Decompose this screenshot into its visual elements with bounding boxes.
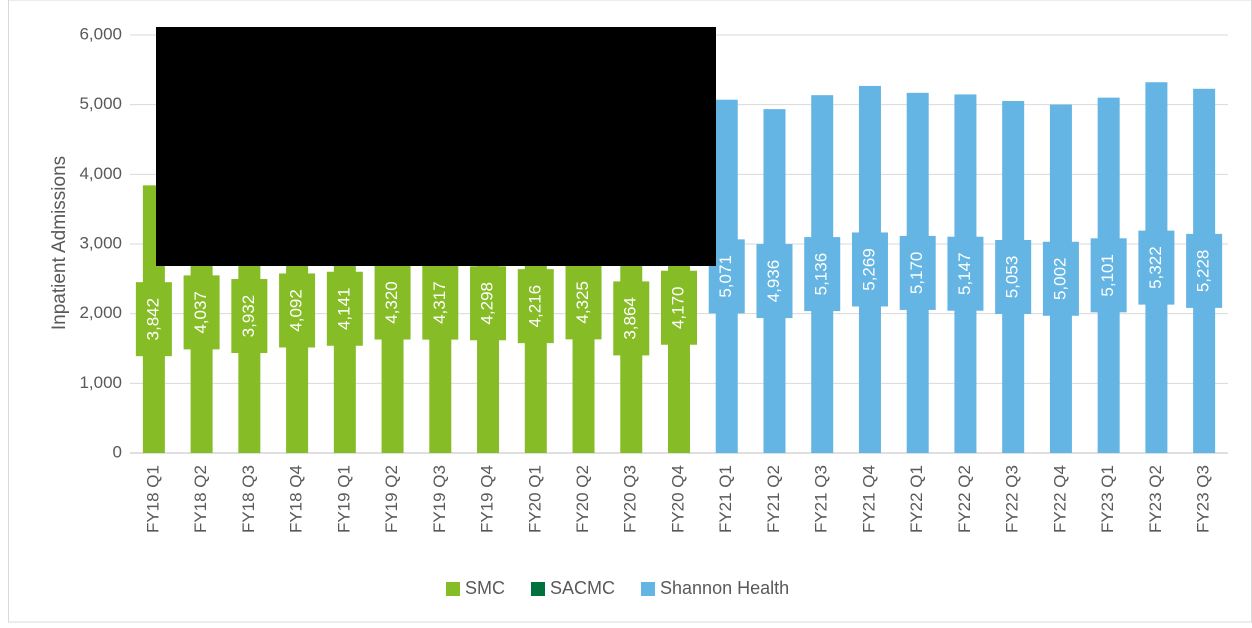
x-tick-label: FY19 Q3 [430,465,449,533]
legend-label: SMC [465,578,505,598]
label-box [1042,241,1079,316]
data-label: 5,322 [1146,246,1165,289]
data-label: 4,216 [525,285,544,328]
data-label: 5,002 [1050,257,1069,300]
x-tick-label: FY18 Q2 [191,465,210,533]
y-axis-label: Inpatient Admissions [49,156,70,330]
x-tick-label: FY21 Q1 [716,465,735,533]
data-label: 5,053 [1003,256,1022,299]
label-box [804,237,841,312]
data-label: 4,936 [764,260,783,303]
x-tick-label: FY21 Q4 [859,465,878,533]
label-box [995,239,1032,314]
x-tick-label: FY22 Q4 [1050,465,1069,533]
label-box [1138,230,1175,305]
data-label: 3,842 [143,298,162,341]
data-label: 5,269 [859,248,878,291]
label-box [470,266,507,341]
legend-swatch [446,582,460,596]
label-box [183,275,220,350]
y-tick-label: 4,000 [79,164,122,183]
y-tick-label: 1,000 [79,373,122,392]
data-label: 4,037 [191,291,210,334]
x-tick-label: FY23 Q2 [1146,465,1165,533]
data-label: 5,101 [1098,254,1117,297]
label-box [517,269,554,344]
label-box [374,265,411,340]
y-tick-label: 0 [113,442,122,461]
legend-swatch [641,582,656,596]
y-tick-label: 3,000 [79,233,122,252]
label-box [899,235,936,310]
data-label: 5,071 [716,255,735,298]
label-box [756,244,793,319]
label-box [231,279,268,354]
x-tick-label: FY20 Q3 [621,465,640,533]
x-tick-label: FY23 Q3 [1194,465,1213,533]
label-box [135,282,172,357]
data-label: 5,228 [1194,250,1213,293]
x-tick-label: FY18 Q3 [239,465,258,533]
data-label: 5,136 [812,253,831,296]
data-label: 4,298 [478,282,497,325]
data-label: 5,147 [955,252,974,295]
data-label: 3,864 [621,297,640,340]
data-label: 4,317 [430,281,449,324]
label-box [326,271,363,346]
x-tick-label: FY23 Q1 [1098,465,1117,533]
data-label: 4,325 [573,281,592,324]
x-tick-label: FY20 Q2 [573,465,592,533]
x-tick-label: FY19 Q1 [334,465,353,533]
label-box [851,232,888,307]
x-tick-label: FY21 Q2 [764,465,783,533]
x-tick-label: FY18 Q1 [143,465,162,533]
data-label: 4,170 [668,286,687,329]
y-tick-label: 6,000 [79,24,122,43]
y-tick-label: 5,000 [79,94,122,113]
data-label: 4,141 [334,287,353,330]
x-tick-label: FY19 Q4 [478,465,497,533]
data-label: 4,092 [287,289,306,332]
label-box [1186,233,1223,308]
data-label: 5,170 [907,252,926,295]
x-tick-label: FY19 Q2 [382,465,401,533]
y-tick-label: 2,000 [79,303,122,322]
label-box [1090,238,1127,313]
label-box [422,265,459,340]
x-tick-label: FY20 Q1 [525,465,544,533]
x-tick-label: FY22 Q3 [1003,465,1022,533]
label-box [947,236,984,311]
x-tick-label: FY22 Q2 [955,465,974,533]
data-label: 3,932 [239,295,258,338]
x-tick-label: FY20 Q4 [668,465,687,533]
label-box [565,265,602,340]
label-box [661,270,697,345]
label-box [613,281,650,356]
label-box [279,273,316,348]
x-tick-label: FY22 Q1 [907,465,926,533]
x-tick-label: FY21 Q3 [812,465,831,533]
data-label: 4,320 [382,281,401,324]
legend-swatch [531,582,545,596]
legend-label: SACMC [550,578,615,598]
legend-label: Shannon Health [660,578,789,598]
redaction [156,27,716,266]
x-tick-label: FY18 Q4 [287,465,306,533]
